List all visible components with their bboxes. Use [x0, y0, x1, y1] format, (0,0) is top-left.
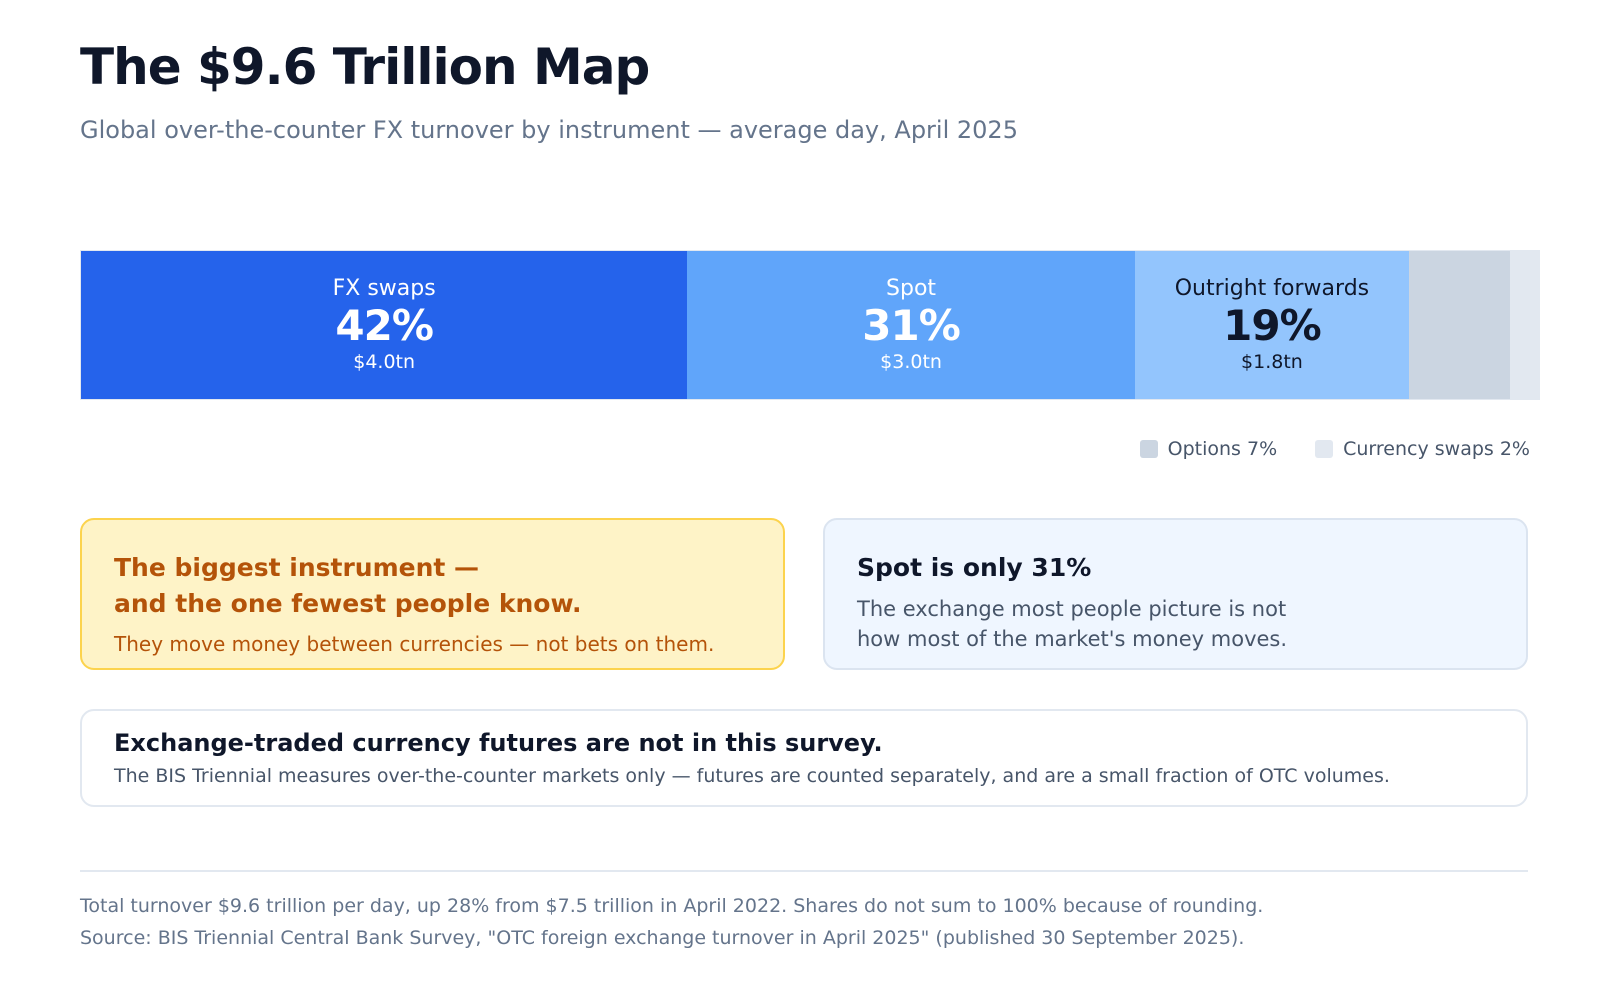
chart-subtitle: Global over-the-counter FX turnover by i… [80, 116, 1018, 144]
legend-swatch [1139, 440, 1158, 458]
segment-value: $3.0tn [880, 351, 942, 373]
spot-heading: Spot is only 31% [857, 553, 1092, 582]
legend-item: Currency swaps 2% [1315, 438, 1530, 460]
spot-card: Spot is only 31% The exchange most peopl… [823, 518, 1528, 670]
legend-label: Currency swaps 2% [1343, 438, 1530, 460]
footer-divider [80, 870, 1528, 872]
heading-line-1: The biggest instrument — [114, 553, 480, 582]
segment-share: 19% [1223, 301, 1322, 350]
segment-share: 42% [335, 301, 434, 350]
legend-label: Options 7% [1167, 438, 1278, 460]
bar-segment-options [1409, 251, 1511, 399]
footer-note: Total turnover $9.6 trillion per day, up… [80, 895, 1264, 917]
spot-text-line-2: how most of the market's money moves. [857, 627, 1288, 651]
legend-swatch [1315, 440, 1334, 458]
segment-share: 31% [862, 301, 961, 350]
biggest-instrument-card: The biggest instrument — and the one few… [80, 518, 785, 670]
heading-line-2: and the one fewest people know. [114, 589, 582, 618]
spot-text: The exchange most people picture is not … [857, 594, 1494, 654]
bar-segment-fx-swaps: FX swaps 42% $4.0tn [81, 251, 688, 399]
biggest-instrument-heading: The biggest instrument — and the one few… [114, 550, 751, 622]
futures-note-card: Exchange-traded currency futures are not… [80, 709, 1528, 807]
futures-heading: Exchange-traded currency futures are not… [114, 729, 883, 757]
segment-value: $1.8tn [1241, 351, 1303, 373]
spot-text-line-1: The exchange most people picture is not [857, 597, 1287, 621]
bar-segment-outright-forwards: Outright forwards 19% $1.8tn [1134, 251, 1410, 399]
stacked-bar: FX swaps 42% $4.0tn Spot 31% $3.0tn Outright f… [80, 250, 1540, 400]
legend: Options 7% Currency swaps 2% [1139, 438, 1530, 460]
chart-title: The $9.6 Trillion Map [80, 38, 650, 96]
bar-segment-currency-swaps [1510, 251, 1539, 399]
footer-source: Source: BIS Triennial Central Bank Surve… [80, 927, 1245, 949]
segment-label: Spot [886, 276, 937, 301]
legend-item: Options 7% [1139, 438, 1278, 460]
bar-segment-spot: Spot 31% $3.0tn [687, 251, 1135, 399]
futures-text: The BIS Triennial measures over-the-coun… [114, 765, 1390, 787]
biggest-instrument-text: They move money between currencies — not… [114, 632, 715, 656]
segment-label: Outright forwards [1174, 276, 1370, 301]
segment-value: $4.0tn [353, 351, 416, 373]
segment-label: FX swaps [332, 276, 436, 301]
